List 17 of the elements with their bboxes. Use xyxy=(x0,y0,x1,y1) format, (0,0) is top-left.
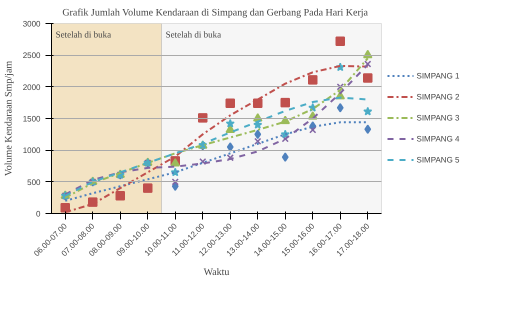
y-tick-label: 1500 xyxy=(22,114,42,124)
y-tick-label: 3000 xyxy=(22,20,42,28)
y-axis-title: Volume Kendaraan Smp/jam xyxy=(4,60,15,176)
legend-label: SIMPANG 5 xyxy=(416,156,460,164)
chart-title: Grafik Jumlah Volume Kendaraan di Simpang dan Gerbang Pada Hari Kerja xyxy=(62,8,369,18)
y-tick-label: 500 xyxy=(27,178,42,187)
legend-label: SIMPANG 1 xyxy=(416,72,460,80)
legend-label: SIMPANG 3 xyxy=(416,114,460,122)
legend-label: SIMPANG 2 xyxy=(416,92,460,102)
band-label: Setelah di buka xyxy=(56,30,112,40)
x-axis-title: Waktu xyxy=(204,266,230,278)
y-tick-label: 0 xyxy=(36,210,42,218)
y-tick-label: 2500 xyxy=(22,51,42,60)
y-tick-label: 2000 xyxy=(22,82,42,92)
legend-label: SIMPANG 4 xyxy=(416,134,460,144)
band-label: Setelah di buka xyxy=(166,30,222,40)
y-tick-label: 1000 xyxy=(22,146,42,156)
